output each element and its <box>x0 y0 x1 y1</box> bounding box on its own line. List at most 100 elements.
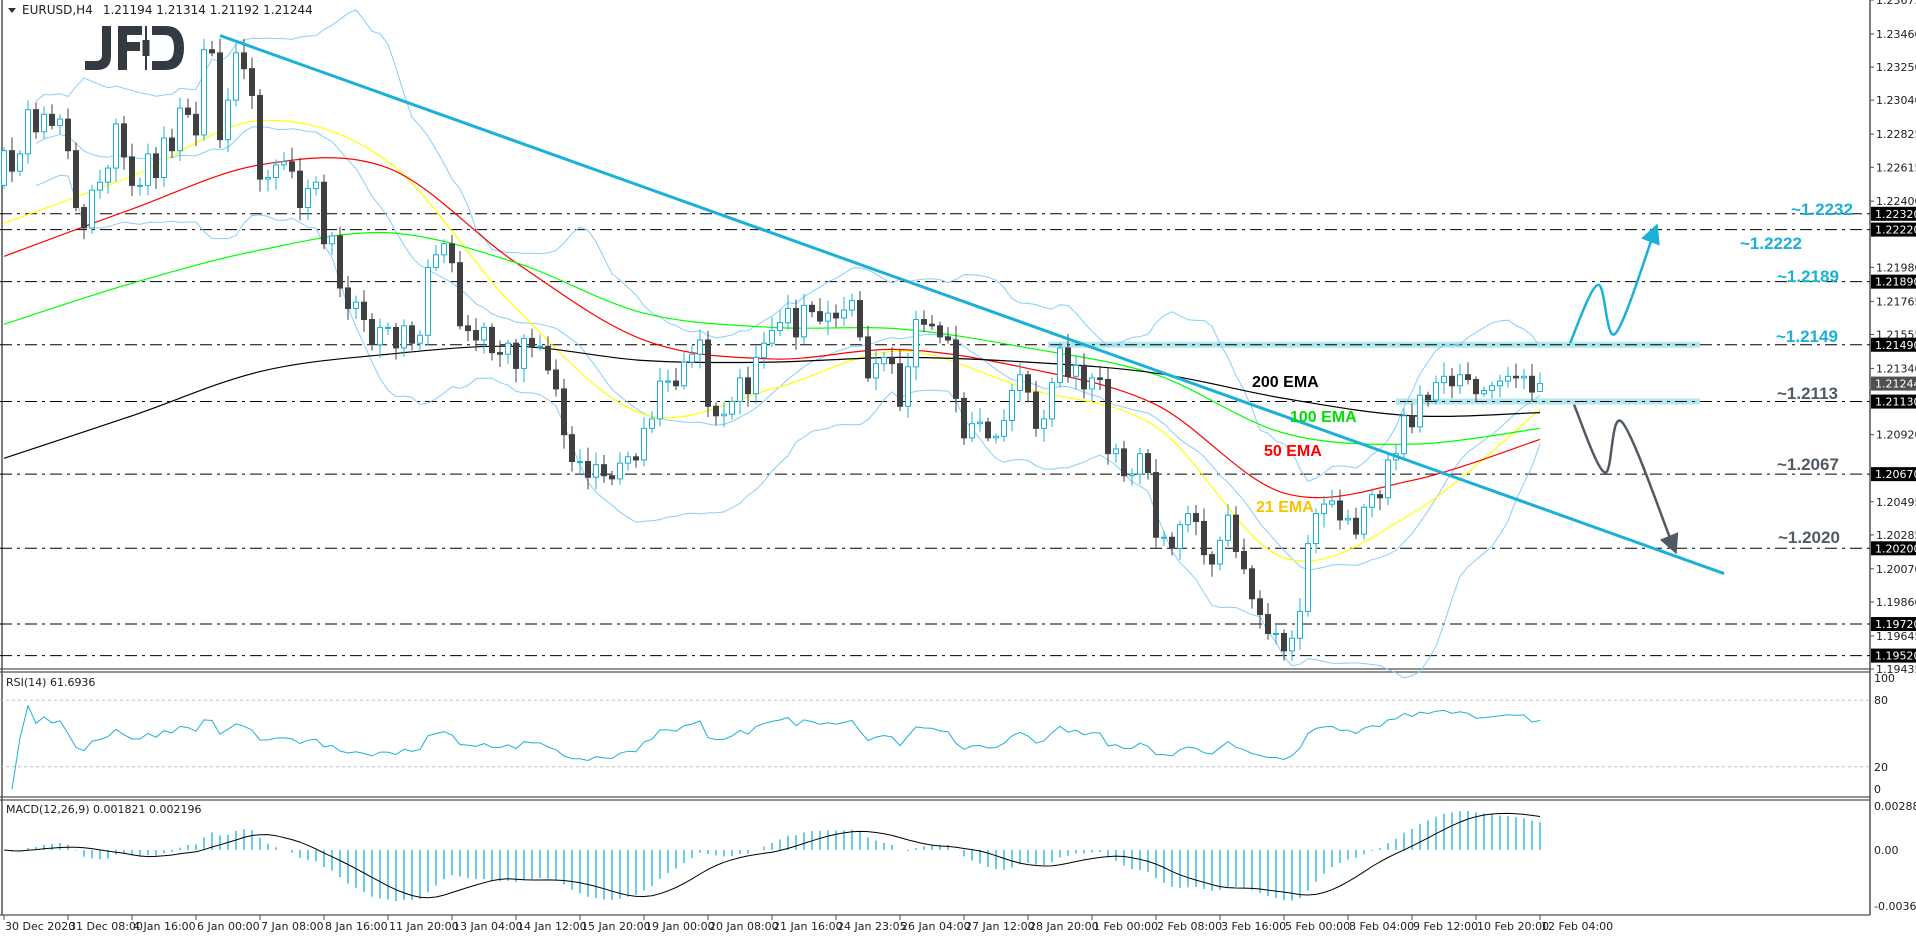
candle-body <box>1073 364 1079 377</box>
candle <box>1409 403 1415 434</box>
level-label-1-2189: ~1.2189 <box>1777 267 1839 286</box>
candle-body <box>521 337 527 369</box>
candle-body <box>665 380 671 383</box>
rsi-tick-label: 80 <box>1874 694 1888 707</box>
candle <box>1025 370 1031 403</box>
candle-body <box>25 109 31 155</box>
candle-body <box>953 339 959 399</box>
level-price-badge <box>1871 274 1916 289</box>
candle-body <box>857 300 863 338</box>
candle-body <box>489 326 495 354</box>
time-tick-label: 14 Jan 12:00 <box>517 920 587 933</box>
candle-body <box>457 262 463 327</box>
level-price-badge <box>1871 467 1916 482</box>
candle-body <box>1113 448 1119 455</box>
candle-body <box>577 461 583 464</box>
time-tick-label: 27 Jan 12:00 <box>965 920 1035 933</box>
candle <box>1369 488 1375 518</box>
candle <box>625 451 631 471</box>
price-tick-label: 1.22825 <box>1876 128 1916 141</box>
candle-body <box>1193 513 1199 522</box>
candle-body <box>937 325 943 338</box>
candle <box>945 327 951 344</box>
candle <box>1457 363 1463 395</box>
candle <box>849 293 855 317</box>
candle-body <box>1441 375 1447 384</box>
candle <box>921 310 927 332</box>
candle-body <box>105 167 111 183</box>
ema-200-line <box>3 345 1541 459</box>
candle-body <box>225 99 231 141</box>
candle <box>145 143 151 196</box>
candle <box>881 351 887 372</box>
candle <box>1385 454 1391 506</box>
candle <box>225 87 231 153</box>
time-tick-label: 4 Jan 16:00 <box>133 920 196 933</box>
candle-body <box>1457 374 1463 387</box>
candle-body <box>257 94 263 180</box>
candle <box>1177 520 1183 560</box>
candle <box>1289 630 1295 661</box>
level-price-badge <box>1871 648 1916 663</box>
candle <box>297 157 303 221</box>
candle-body <box>361 301 367 321</box>
candle-body <box>1057 347 1063 384</box>
candle-body <box>1321 503 1327 515</box>
candle-body <box>145 153 151 186</box>
candle <box>201 39 207 141</box>
candle <box>905 352 911 418</box>
candle <box>65 108 71 160</box>
candle <box>337 226 343 298</box>
candle-body <box>769 330 775 344</box>
candle <box>1281 629 1287 661</box>
candle <box>705 330 711 418</box>
price-axis: 1.23675 1.23460 1.23250 1.23040 1.22825 1.226… <box>1870 0 1916 676</box>
candle-body <box>265 177 271 180</box>
candle-body <box>129 156 135 186</box>
candle-body <box>17 153 23 172</box>
level-price-label: 1.20200 <box>1875 542 1916 555</box>
candle-body <box>1313 513 1319 545</box>
candle <box>745 366 751 407</box>
level-label-1-2113: ~1.2113 <box>1777 384 1838 403</box>
candle-body <box>401 325 407 349</box>
candle <box>1233 506 1239 559</box>
candle-body <box>1161 536 1167 539</box>
candle <box>721 402 727 428</box>
price-tick-label: 1.21980 <box>1876 261 1916 274</box>
candle-body <box>705 339 711 407</box>
candle <box>1305 535 1311 617</box>
candle <box>897 350 903 412</box>
candle <box>929 315 935 330</box>
candle-body <box>1361 506 1367 535</box>
candle-body <box>393 326 399 349</box>
candle <box>617 452 623 485</box>
candle <box>665 369 671 393</box>
candle-body <box>881 356 887 365</box>
candle-body <box>137 184 143 187</box>
candle-body <box>353 301 359 309</box>
time-tick-label: 19 Jan 00:00 <box>645 920 715 933</box>
price-tick-label: 1.19860 <box>1876 596 1916 609</box>
candle-body <box>873 363 879 379</box>
candle-body <box>1425 394 1431 401</box>
triangle-down-icon[interactable] <box>8 7 16 13</box>
candle <box>593 452 599 490</box>
candle <box>489 323 495 361</box>
candle-body <box>593 464 599 478</box>
candle <box>89 184 95 234</box>
candle-body <box>217 52 223 141</box>
candle <box>1481 386 1487 397</box>
time-tick-label: 30 Dec 2020 <box>5 920 75 933</box>
candle <box>1201 508 1207 565</box>
candle <box>305 179 311 220</box>
candle-body <box>537 345 543 348</box>
candle-body <box>1009 390 1015 421</box>
macd-signal-line <box>3 812 1541 899</box>
candle <box>1249 565 1255 609</box>
candle-body <box>689 353 695 363</box>
candle-body <box>801 304 807 338</box>
time-tick-label: 10 Feb 20:00 <box>1477 920 1549 933</box>
candle-body <box>1153 472 1159 538</box>
